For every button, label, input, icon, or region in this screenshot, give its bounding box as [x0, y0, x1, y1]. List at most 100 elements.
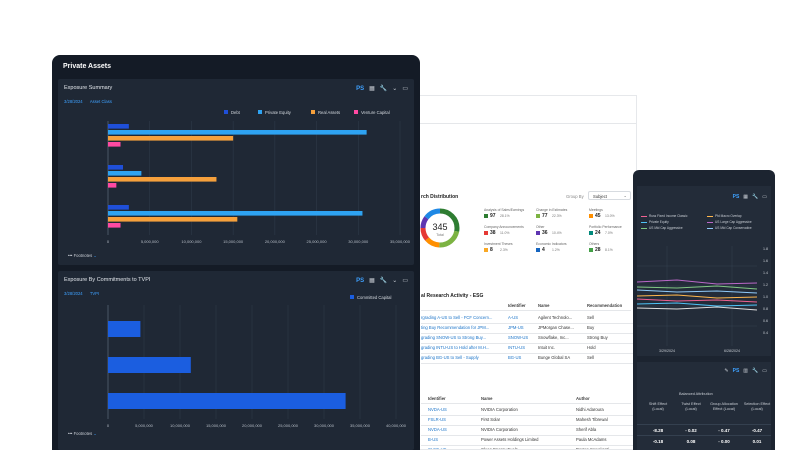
table-row[interactable]: grading INTU-US to Hold after M.H... INTU…	[406, 344, 636, 354]
holding-identifier[interactable]: B-US	[428, 437, 439, 442]
activity-identifier[interactable]: JPM-US	[508, 325, 524, 330]
chevron-down-icon[interactable]: ⌄	[392, 86, 398, 92]
as-of-date[interactable]: 3/28/2024	[64, 291, 83, 296]
ps-button[interactable]: PS	[732, 194, 740, 200]
as-of-date[interactable]: 3/28/2024	[64, 99, 83, 104]
window-icon[interactable]: ▭	[402, 278, 408, 284]
holding-name: First Solar	[481, 417, 501, 422]
holding-identifier[interactable]: FSLR-US	[428, 417, 446, 422]
edit-icon[interactable]: ✎	[724, 368, 729, 374]
grid-icon[interactable]: ▦	[369, 86, 375, 92]
legend-item[interactable]: Committed Capital	[350, 295, 392, 300]
stat-swatch	[484, 248, 488, 252]
row-divider	[421, 425, 633, 426]
stat-label: Portfolio Performance	[589, 225, 622, 229]
bar	[108, 183, 117, 188]
stat-item[interactable]: Company Announcements 38 11.0%	[484, 225, 534, 240]
x-tick-label: 35,000,000	[350, 423, 371, 428]
stat-item[interactable]: Others 28 8.1%	[589, 242, 636, 257]
legend-item[interactable]: Venture Capital	[354, 110, 390, 115]
wrench-icon[interactable]: 🔧	[752, 368, 759, 374]
window-icon[interactable]: ▭	[762, 194, 767, 200]
stat-item[interactable]: Meetings 45 13.0%	[589, 208, 636, 223]
legend-label: Venture Capital	[361, 110, 390, 115]
y-tick-label: 1.4	[763, 271, 768, 275]
holding-identifier[interactable]: NVDA-US	[428, 407, 447, 412]
legend-item[interactable]: Private Equity	[258, 110, 292, 115]
card-subtitle: 3/28/2024 Asset Class	[64, 99, 112, 104]
grouping-label[interactable]: TVPI	[89, 291, 100, 296]
window-icon[interactable]: ▭	[402, 86, 408, 92]
x-tick-label: 3/29/2024	[659, 349, 675, 353]
bar-chart-icon[interactable]: ▥	[743, 368, 749, 374]
stat-swatch	[484, 231, 488, 235]
table-row[interactable]: NVDA-US NVIDIA Corporation Sherif Abla	[406, 426, 636, 436]
table-row[interactable]: NVDA-US NVIDIA Corporation Nidhi Adaroura	[406, 406, 636, 416]
activity-title-link[interactable]: ting Buy Recommendation for JPM...	[421, 325, 490, 330]
bar	[108, 177, 217, 182]
row-divider	[421, 333, 633, 334]
grid-icon[interactable]: ▦	[369, 278, 375, 284]
wrench-icon[interactable]: 🔧	[752, 194, 759, 200]
activity-title-link[interactable]: grading SNOW-US to Strong Buy...	[421, 335, 487, 340]
stat-item[interactable]: Portfolio Performance 24 7.0%	[589, 225, 636, 240]
bar	[108, 211, 363, 216]
stat-item[interactable]: Change in Estimates 77 22.3%	[536, 208, 586, 223]
attribution-value: 0.01	[752, 439, 762, 444]
grouping-label[interactable]: Asset Class	[89, 99, 112, 104]
table-row[interactable]: ting Buy Recommendation for JPM... JPM-US…	[406, 324, 636, 334]
activity-identifier[interactable]: BG-US	[508, 355, 522, 360]
legend-label: US Mid Cap Aggressive	[649, 226, 683, 230]
table-row[interactable]: grading SNOW-US to Strong Buy... SNOW-US S…	[406, 334, 636, 344]
bar	[108, 136, 234, 141]
footnotes-toggle[interactable]: ••• Footnotes ⌄	[68, 253, 97, 258]
chevron-down-icon[interactable]: ⌄	[392, 278, 398, 284]
stat-label: Investment Theses	[484, 242, 513, 246]
activity-identifier[interactable]: A-US	[508, 315, 519, 320]
stat-item[interactable]: Investment Theses 8 2.3%	[484, 242, 534, 257]
activity-identifier[interactable]: INTU-US	[508, 345, 525, 350]
research-donut: 345 Total	[420, 208, 460, 248]
window-icon[interactable]: ▭	[762, 368, 767, 374]
table-row[interactable]: grading BG-US to Sell - Supply BG-US Bunge…	[406, 354, 636, 364]
performance-line-chart: 1.8 1.6 1.4 1.2 1.0 0.8 0.6 0.4 3/29/2024 6/28/2…	[637, 246, 768, 353]
card-toolbar: PS ▦ 🔧 ⌄ ▭	[356, 277, 408, 285]
x-tick-label: 0	[107, 423, 110, 428]
stat-item[interactable]: Other 36 10.4%	[536, 225, 586, 240]
table-row[interactable]: rgrading A-US to Sell - FCF Concern... A-…	[406, 314, 636, 324]
activity-title-link[interactable]: grading INTU-US to Hold after M.H...	[421, 345, 490, 350]
activity-title-link[interactable]: grading BG-US to Sell - Supply	[421, 355, 479, 360]
group-by-select[interactable]: Subject ⌄	[588, 191, 631, 200]
table-row[interactable]: CLNE-US Clean Energy Fuels Darren Sowakant…	[406, 446, 636, 450]
stat-item[interactable]: Analysis of Sales/Earnings 97 28.1%	[484, 208, 534, 223]
grid-icon[interactable]: ▦	[743, 194, 749, 200]
x-tick-label: 5,000,000	[135, 423, 154, 428]
stat-item[interactable]: Economic Indicators 4 1.2%	[536, 242, 586, 257]
ps-button[interactable]: PS	[732, 368, 740, 374]
x-tick-label: 10,000,000	[181, 239, 202, 244]
wrench-icon[interactable]: 🔧	[379, 278, 388, 284]
legend-label: Debt	[231, 110, 241, 115]
legend-label: US Mid Cap Conservative	[715, 226, 752, 230]
activity-identifier[interactable]: SNOW-US	[508, 335, 529, 340]
holding-identifier[interactable]: NVDA-US	[428, 427, 447, 432]
x-tick-label: 40,000,000	[386, 423, 407, 428]
activity-title-link[interactable]: rgrading A-US to Sell - FCF Concern...	[421, 315, 493, 320]
holding-name: NVIDIA Corporation	[481, 407, 518, 412]
table-row[interactable]: B-US Power Assets Holdings Limited Paula M…	[406, 436, 636, 446]
donut-label: Total	[436, 233, 444, 237]
row-divider	[421, 323, 633, 324]
table-row[interactable]: FSLR-US First Solar Mahesh Tibrewal	[406, 416, 636, 426]
legend-item[interactable]: Real Assets	[311, 110, 340, 115]
group-by-value: Subject	[593, 194, 607, 199]
y-tick-label: 0.4	[763, 331, 768, 335]
footnotes-label: Footnotes	[73, 431, 93, 436]
holding-identifier[interactable]: CLNE-US	[428, 447, 447, 450]
wrench-icon[interactable]: 🔧	[379, 86, 388, 92]
attribution-row: -0.18 0.08 - 0.00 0.01	[637, 435, 771, 445]
footnotes-toggle[interactable]: ••• Footnotes ⌄	[68, 431, 97, 436]
legend-item[interactable]: Debt	[224, 110, 241, 115]
ps-button[interactable]: PS	[356, 277, 365, 284]
row-divider	[421, 353, 633, 354]
ps-button[interactable]: PS	[356, 85, 365, 92]
